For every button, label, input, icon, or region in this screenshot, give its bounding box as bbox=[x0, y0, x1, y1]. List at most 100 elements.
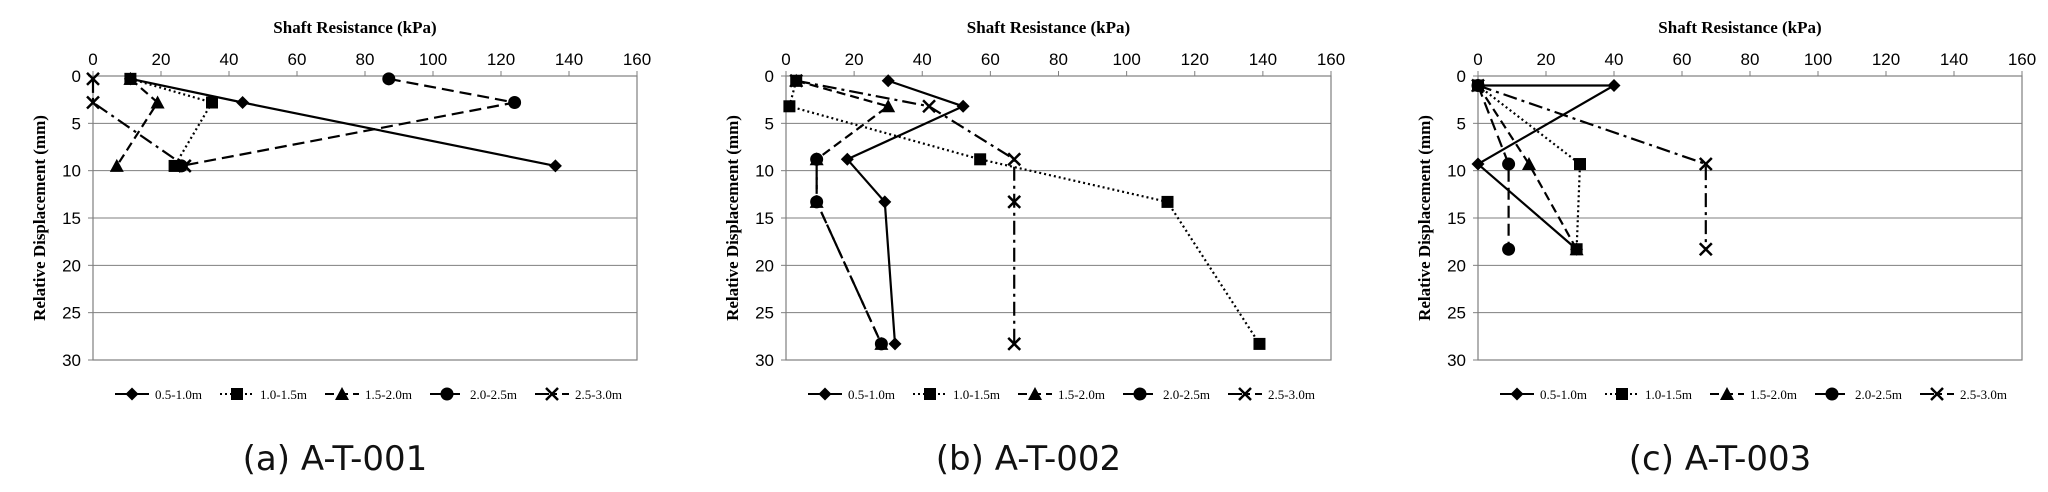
data-point bbox=[878, 195, 892, 209]
x-tick-label: 100 bbox=[1112, 50, 1140, 69]
y-tick-label: 5 bbox=[1457, 114, 1466, 133]
data-point bbox=[810, 195, 824, 209]
legend-item: 1.5-2.0m bbox=[1710, 387, 1797, 402]
series-line bbox=[1476, 84, 1619, 251]
legend-marker bbox=[1825, 387, 1839, 401]
data-point bbox=[1007, 152, 1022, 167]
legend-marker bbox=[231, 388, 243, 400]
data-point bbox=[382, 72, 396, 86]
y-tick-label: 30 bbox=[755, 351, 774, 370]
x-tick-label: 40 bbox=[1605, 50, 1624, 69]
legend-label: 0.5-1.0m bbox=[848, 387, 895, 402]
x-tick-label: 80 bbox=[356, 50, 375, 69]
data-point bbox=[177, 159, 192, 173]
x-tick-label: 100 bbox=[1804, 50, 1832, 69]
legend-marker bbox=[1510, 387, 1524, 401]
legend-item: 2.0-2.5m bbox=[430, 387, 517, 402]
data-point bbox=[789, 73, 804, 88]
x-tick-label: 120 bbox=[487, 50, 515, 69]
y-tick-label: 10 bbox=[1447, 162, 1466, 181]
legend-label: 1.5-2.0m bbox=[1750, 387, 1797, 402]
series-line bbox=[1477, 84, 1707, 250]
y-axis-title: Relative Displacement (mm) bbox=[30, 115, 49, 321]
legend-label: 0.5-1.0m bbox=[155, 387, 202, 402]
legend-item: 2.5-3.0m bbox=[535, 387, 622, 402]
series-line bbox=[91, 78, 186, 167]
data-point bbox=[881, 99, 896, 113]
y-tick-label: 15 bbox=[1447, 209, 1466, 228]
legend-marker bbox=[1720, 387, 1734, 400]
legend-item: 1.5-2.0m bbox=[1018, 387, 1105, 402]
legend-item: 1.0-1.5m bbox=[913, 387, 1000, 402]
y-tick-label: 20 bbox=[755, 256, 774, 275]
series-line bbox=[1477, 84, 1582, 250]
legend-item: 0.5-1.0m bbox=[115, 387, 202, 402]
legend-label: 1.0-1.5m bbox=[260, 387, 307, 402]
legend-label: 2.0-2.5m bbox=[1163, 387, 1210, 402]
data-point bbox=[1502, 242, 1516, 256]
data-point bbox=[1007, 195, 1022, 209]
legend-marker bbox=[440, 387, 454, 401]
data-point bbox=[1607, 78, 1621, 92]
y-tick-label: 30 bbox=[1447, 351, 1466, 370]
legend-marker bbox=[335, 387, 349, 400]
x-tick-label: 60 bbox=[981, 50, 1000, 69]
x-tick-label: 60 bbox=[288, 50, 307, 69]
x-tick-label: 140 bbox=[1249, 50, 1277, 69]
data-point bbox=[1253, 337, 1266, 350]
data-point bbox=[1569, 242, 1584, 256]
y-tick-label: 15 bbox=[62, 209, 81, 228]
legend-item: 2.0-2.5m bbox=[1123, 387, 1210, 402]
series-line bbox=[1477, 84, 1578, 250]
legend-label: 2.0-2.5m bbox=[1855, 387, 1902, 402]
y-axis-title: Relative Displacement (mm) bbox=[723, 115, 742, 321]
data-point bbox=[783, 100, 796, 113]
series-line bbox=[796, 79, 1016, 344]
legend-label: 1.0-1.5m bbox=[953, 387, 1000, 402]
legend-label: 2.5-3.0m bbox=[1960, 387, 2007, 402]
legend-label: 1.5-2.0m bbox=[1058, 387, 1105, 402]
y-tick-label: 10 bbox=[62, 162, 81, 181]
y-tick-label: 25 bbox=[1447, 304, 1466, 323]
data-point bbox=[174, 159, 188, 173]
data-point bbox=[881, 74, 895, 88]
legend-item: 1.0-1.5m bbox=[1605, 387, 1692, 402]
legend-label: 1.5-2.0m bbox=[365, 387, 412, 402]
data-point bbox=[86, 95, 100, 110]
y-tick-label: 10 bbox=[755, 162, 774, 181]
data-point bbox=[508, 96, 522, 110]
legend-label: 2.5-3.0m bbox=[1268, 387, 1315, 402]
x-tick-label: 20 bbox=[1537, 50, 1556, 69]
x-tick-label: 20 bbox=[845, 50, 864, 69]
data-point bbox=[1522, 157, 1536, 171]
data-point bbox=[109, 158, 124, 172]
x-tick-label: 100 bbox=[419, 50, 447, 69]
x-tick-label: 0 bbox=[1473, 50, 1482, 69]
data-point bbox=[86, 71, 100, 86]
y-tick-label: 5 bbox=[72, 114, 81, 133]
legend-item: 1.5-2.0m bbox=[325, 387, 412, 402]
x-tick-label: 60 bbox=[1673, 50, 1692, 69]
x-tick-label: 80 bbox=[1049, 50, 1068, 69]
legend-label: 1.0-1.5m bbox=[1645, 387, 1692, 402]
y-tick-label: 5 bbox=[765, 114, 774, 133]
data-point bbox=[206, 96, 218, 109]
data-point bbox=[1161, 195, 1174, 208]
legend-label: 2.0-2.5m bbox=[470, 387, 517, 402]
data-point bbox=[974, 153, 987, 166]
x-tick-label: 120 bbox=[1872, 50, 1900, 69]
data-point bbox=[1471, 157, 1485, 171]
data-point bbox=[150, 95, 165, 109]
x-axis-title: Shaft Resistance (kPa) bbox=[1658, 18, 1821, 37]
y-tick-label: 25 bbox=[62, 304, 81, 323]
x-axis-title: Shaft Resistance (kPa) bbox=[967, 18, 1130, 37]
y-tick-label: 0 bbox=[72, 67, 81, 86]
data-point bbox=[1007, 337, 1022, 351]
y-tick-label: 25 bbox=[755, 304, 774, 323]
legend-item: 2.5-3.0m bbox=[1920, 387, 2007, 402]
y-tick-label: 20 bbox=[1447, 256, 1466, 275]
x-tick-label: 120 bbox=[1181, 50, 1209, 69]
data-point bbox=[956, 99, 970, 113]
x-tick-label: 160 bbox=[623, 50, 651, 69]
x-tick-label: 40 bbox=[913, 50, 932, 69]
